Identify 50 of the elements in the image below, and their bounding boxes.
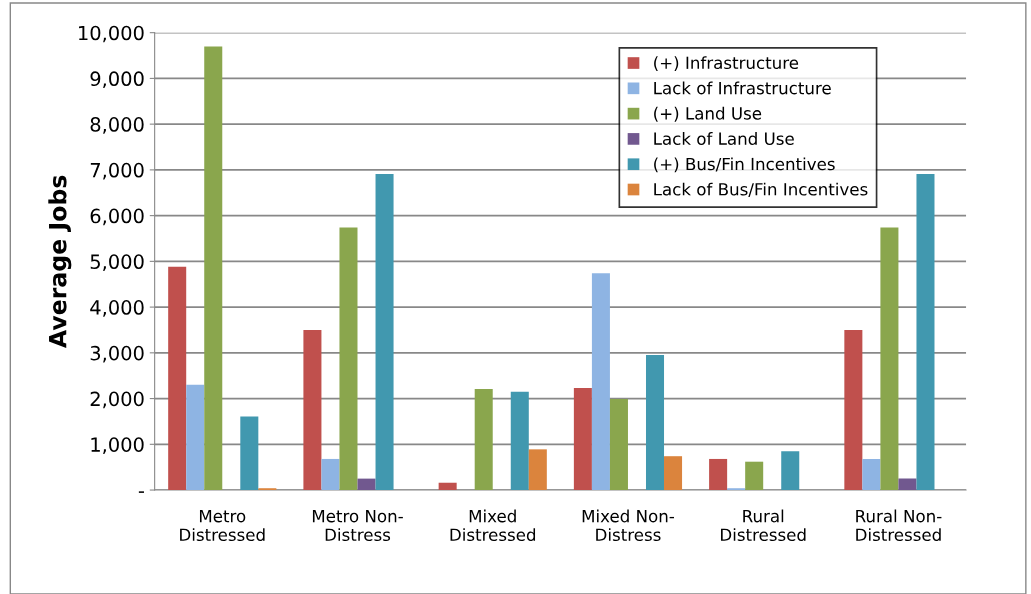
y-axis-title: Average Jobs [48, 175, 72, 348]
bar [781, 451, 800, 491]
bar [339, 227, 358, 491]
bar [844, 329, 863, 491]
bar [609, 399, 628, 491]
bar [664, 456, 683, 491]
x-tick-label: Rural Non- Distressed [856, 509, 942, 542]
bar [898, 478, 917, 491]
y-tick-label: 1,000 [91, 437, 144, 454]
legend-label: (+) Infrastructure [654, 56, 799, 72]
x-tick-label: Metro Non- Distress [312, 510, 403, 542]
bar [474, 388, 493, 491]
x-tick-label: Mixed Distressed [450, 509, 536, 542]
bar [573, 388, 592, 491]
bar [240, 416, 259, 491]
bar [375, 174, 394, 491]
bar [186, 384, 205, 491]
x-tick-label: Mixed Non- Distress [582, 509, 675, 542]
y-tick-label: 7,000 [90, 162, 144, 180]
y-tick-label: 3,000 [90, 345, 144, 363]
bar [709, 458, 728, 491]
bar [303, 329, 322, 491]
bar [862, 458, 881, 491]
bar [168, 266, 187, 491]
bar [438, 482, 457, 491]
bar [528, 449, 547, 491]
y-tick-label: 9,000 [90, 71, 144, 89]
y-tick-label: 6,000 [90, 208, 144, 226]
y-tick-label: - [138, 491, 144, 493]
y-tick-label: 5,000 [90, 254, 144, 272]
legend-label: Lack of Land Use [654, 132, 794, 145]
bar [880, 227, 899, 491]
legend-label: (+) Land Use [654, 106, 762, 122]
bar [646, 355, 665, 491]
y-tick-label: 4,000 [90, 300, 144, 317]
x-tick-label: Rural Distressed [721, 509, 806, 542]
bar [591, 273, 610, 491]
legend-label: Lack of Bus/Fin Incentives [654, 182, 868, 197]
bar [321, 458, 340, 491]
legend-label: (+) Bus/Fin Incentives [654, 157, 835, 173]
y-tick-label: 8,000 [90, 117, 144, 134]
x-tick-label: Metro Distressed [180, 510, 265, 542]
bar [357, 478, 376, 491]
bar [204, 46, 223, 491]
bar [745, 461, 764, 491]
y-tick-label: 10,000 [79, 25, 144, 43]
bar [916, 174, 935, 491]
legend-label: Lack of Infrastructure [654, 81, 831, 95]
y-tick-label: 2,000 [90, 391, 144, 409]
bar [510, 391, 529, 491]
